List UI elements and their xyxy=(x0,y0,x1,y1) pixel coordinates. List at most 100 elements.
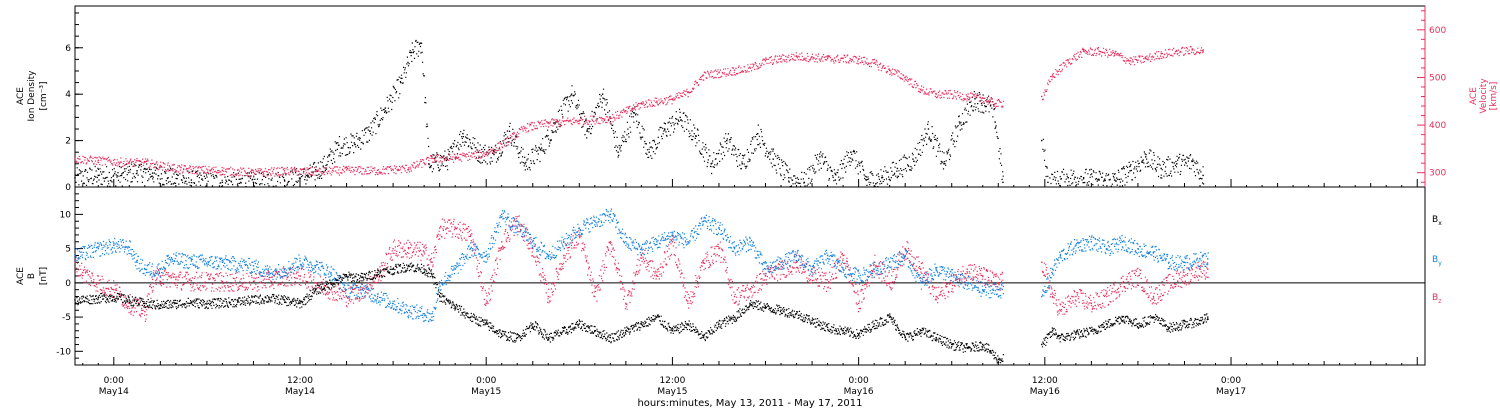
By-point xyxy=(563,241,565,243)
By-point xyxy=(1051,268,1054,270)
density-point xyxy=(994,121,996,123)
density-point xyxy=(1113,179,1116,181)
Bz-point xyxy=(656,275,658,277)
Bz-point xyxy=(997,282,999,284)
density-point xyxy=(834,179,837,181)
By-point xyxy=(671,234,674,236)
By-point xyxy=(299,260,301,262)
velocity-point xyxy=(795,55,798,57)
By-point xyxy=(609,213,612,216)
density-point xyxy=(912,158,914,160)
density-point xyxy=(1144,156,1147,158)
density-point xyxy=(881,177,883,179)
b-label-line1: ACE xyxy=(16,267,26,285)
velocity-point xyxy=(431,157,433,160)
Bx-point xyxy=(159,304,162,306)
Bz-point xyxy=(1051,295,1054,298)
Bz-point xyxy=(795,261,798,264)
velocity-point xyxy=(1051,74,1054,76)
density-point xyxy=(1082,177,1085,179)
velocity-point xyxy=(935,93,937,95)
density-point xyxy=(974,98,976,100)
x-axis-title: hours:minutes, May 13, 2011 - May 17, 20… xyxy=(637,398,862,409)
velocity-point xyxy=(345,169,348,171)
velocity-samples xyxy=(75,46,1204,177)
By-point xyxy=(842,268,844,270)
Bx-point xyxy=(811,319,813,322)
density-point xyxy=(1176,163,1178,165)
By-point xyxy=(438,282,441,284)
Bx-point xyxy=(206,302,208,305)
density-samples xyxy=(75,39,1205,188)
density-point xyxy=(757,132,759,135)
velocity-point xyxy=(1041,95,1043,98)
Bx-point xyxy=(997,358,999,361)
Bx-point xyxy=(919,330,922,332)
By-point xyxy=(1137,247,1139,250)
Bx-point xyxy=(361,276,363,279)
Bz-point xyxy=(966,268,968,270)
velocity-unit: [km/s] xyxy=(1489,82,1499,111)
Bx-point xyxy=(485,323,487,325)
By-point xyxy=(469,247,472,250)
density-point xyxy=(384,107,387,109)
density-point xyxy=(508,130,511,133)
velocity-point xyxy=(159,164,162,167)
density-point xyxy=(694,135,697,137)
Bx-point xyxy=(423,268,425,270)
velocity-tick-label: 300 xyxy=(1429,169,1446,179)
Bz-point xyxy=(144,310,146,313)
time-axis: 0:00May1412:00May140:00May1512:00May150:… xyxy=(82,179,1418,397)
Bx-point xyxy=(935,336,937,339)
Bx-point xyxy=(718,323,720,325)
density-point xyxy=(632,112,635,114)
By-point xyxy=(516,227,518,229)
velocity-point xyxy=(1098,50,1100,52)
Bx-point xyxy=(283,299,286,301)
Bz-point xyxy=(345,295,348,298)
velocity-point xyxy=(524,126,526,129)
velocity-label-line2: Velocity xyxy=(1479,78,1489,114)
Bz-point xyxy=(857,302,860,305)
Bz-point xyxy=(935,295,937,298)
Bx-point xyxy=(268,297,270,299)
By-point xyxy=(982,288,984,291)
Bx-point xyxy=(857,333,860,335)
By-point xyxy=(283,268,286,270)
density-point xyxy=(1202,174,1204,177)
By-point xyxy=(144,268,146,270)
velocity-point xyxy=(283,170,286,172)
Bx-point xyxy=(826,326,829,329)
velocity-point xyxy=(733,69,736,72)
Bz-point xyxy=(1041,261,1043,264)
By-point xyxy=(423,312,425,315)
Bx-point xyxy=(1075,333,1077,335)
Bx-point xyxy=(237,300,239,303)
bottom-panel-frame xyxy=(74,186,1426,366)
By-point xyxy=(1059,254,1062,257)
Bz-point xyxy=(97,282,99,284)
time-tick-label: 0:00 xyxy=(1221,376,1241,386)
By-point xyxy=(1168,261,1170,264)
By-point xyxy=(780,261,782,264)
time-tick-date: May15 xyxy=(471,387,501,397)
Bx-point xyxy=(1121,316,1124,318)
Bz-point xyxy=(268,278,270,281)
time-tick-label: 12:00 xyxy=(1032,376,1058,386)
density-point xyxy=(74,177,76,179)
By-point xyxy=(749,241,751,243)
density-point xyxy=(539,149,542,151)
velocity-point xyxy=(1191,49,1193,51)
Bz-point xyxy=(1075,295,1077,298)
Bx-point xyxy=(1168,326,1170,329)
density-point xyxy=(493,153,495,156)
density-point xyxy=(819,156,821,158)
density-point xyxy=(136,170,138,172)
By-point xyxy=(485,254,487,257)
density-label-line1: ACE xyxy=(16,87,26,105)
velocity-point xyxy=(547,121,549,124)
Bz-point xyxy=(780,268,782,270)
bottom-panel-series xyxy=(74,208,1209,364)
By-point xyxy=(1041,295,1043,298)
